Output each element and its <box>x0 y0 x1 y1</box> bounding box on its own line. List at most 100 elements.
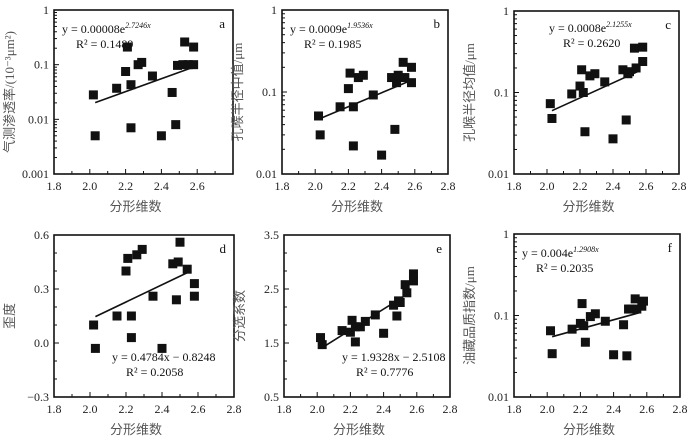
equation-base: y = 0.0008e <box>549 21 606 35</box>
data-point <box>609 350 619 360</box>
data-point <box>632 304 642 314</box>
data-point <box>112 311 122 321</box>
data-point <box>578 88 588 97</box>
panel-letter: c <box>665 17 671 32</box>
y-tick-label: 0.01 <box>488 167 509 181</box>
data-point <box>178 60 188 70</box>
fit-equation: y = 1.9328x − 2.5108 <box>342 350 446 364</box>
equation-exponent: 1.9536x <box>347 21 373 30</box>
x-tick-label: 2.2 <box>343 402 358 416</box>
data-point <box>395 298 405 307</box>
r-squared: R² = 0.1985 <box>304 37 361 51</box>
data-point <box>88 90 98 100</box>
data-point <box>547 113 557 123</box>
equation-base: y = 0.4784x − 0.8248 <box>112 350 216 364</box>
x-tick-label: 2.8 <box>673 402 688 416</box>
fit-equation: y = 0.0008e2.1255x <box>549 20 632 35</box>
data-point <box>377 150 387 160</box>
x-tick-label: 2.2 <box>118 179 133 193</box>
data-point <box>167 87 177 97</box>
data-point <box>625 67 634 77</box>
data-point <box>122 42 132 52</box>
data-point <box>345 68 355 78</box>
data-point <box>317 340 327 350</box>
panel-f: 1.8 2.0 2.2 2.4 2.6 2.8 0.01 0.1 1 分形维数 油藏品质指数/μm f… <box>462 227 688 437</box>
equation-base: y = 0.00008e <box>62 22 125 36</box>
trend-line <box>94 67 191 104</box>
panel-b: 1.8 2.0 2.2 2.4 2.6 2.8 0.01 0.1 1 分形维数 孔喉半径中值/μm b… <box>230 3 456 214</box>
x-tick-label: 2.6 <box>407 179 422 193</box>
data-point <box>585 71 595 81</box>
data-point <box>189 291 199 301</box>
y-axis-label: 歪度 <box>2 303 17 329</box>
x-tick-label: 2.4 <box>374 179 389 193</box>
data-point <box>168 259 178 269</box>
x-tick-label: 2.6 <box>639 402 654 416</box>
x-tick-label: 2.4 <box>606 179 621 193</box>
data-point <box>348 102 358 112</box>
x-tick-label: 2.8 <box>227 402 242 416</box>
x-tick-label: 2.2 <box>119 402 134 416</box>
data-point <box>600 77 610 87</box>
data-point <box>392 78 402 88</box>
data-point <box>406 62 416 72</box>
data-point <box>358 70 368 80</box>
x-tick-label: 2.4 <box>376 402 391 416</box>
r-squared: R² = 0.1489 <box>76 37 133 51</box>
data-point <box>180 37 190 47</box>
data-point <box>389 300 399 310</box>
x-tick-label: 2.4 <box>154 179 169 193</box>
data-point <box>398 57 408 67</box>
y-tick-label: 0.1 <box>494 309 509 323</box>
data-point <box>608 134 618 144</box>
data-point <box>546 326 556 336</box>
data-point <box>147 71 157 81</box>
y-axis-label: 分选系数 <box>232 290 247 342</box>
data-point <box>577 65 587 75</box>
data-point <box>408 269 418 279</box>
data-point <box>189 60 199 70</box>
r-squared: R² = 0.7776 <box>356 365 413 379</box>
x-tick-label: 1.8 <box>507 402 522 416</box>
panel-a: 1.8 2.0 2.2 2.4 2.6 0.001 0.01 0.1 1 分形维数 气测渗透率/(1… <box>2 3 234 214</box>
data-point <box>337 326 347 336</box>
data-point <box>175 237 185 247</box>
data-point <box>126 333 136 343</box>
data-point <box>585 312 595 322</box>
y-tick-label: 0.01 <box>28 112 49 126</box>
data-point <box>408 276 418 286</box>
r-squared: R² = 0.2035 <box>536 261 593 275</box>
data-point <box>121 66 131 76</box>
data-point <box>638 57 648 67</box>
y-tick-label: 1 <box>271 3 277 17</box>
data-point <box>392 311 402 321</box>
data-point <box>622 351 632 361</box>
x-axis-label: 分形维数 <box>563 422 615 437</box>
fit-equation: y = 0.004e1.2908x <box>522 245 599 260</box>
data-point <box>90 343 100 353</box>
data-point <box>335 102 345 112</box>
data-point <box>638 42 648 52</box>
trend-line <box>551 311 641 338</box>
panel-d: 1.8 2.0 2.2 2.4 2.6 2.8 −0.3 0.0 0.3 0.6 分形维数 歪度 d y … <box>2 228 242 437</box>
data-point <box>348 141 358 151</box>
x-tick-label: 2.2 <box>341 179 356 193</box>
data-point <box>183 60 193 70</box>
data-point <box>590 69 600 79</box>
data-point <box>600 316 610 326</box>
panel-letter: e <box>436 241 442 256</box>
r-squared: R² = 0.2620 <box>563 36 620 50</box>
data-point <box>156 131 166 141</box>
data-point <box>126 123 136 133</box>
data-point <box>618 65 628 75</box>
y-tick-label: 3.5 <box>264 228 279 242</box>
data-point <box>182 264 192 274</box>
x-tick-label: 2.6 <box>190 179 205 193</box>
x-tick-label: 2.0 <box>310 402 325 416</box>
data-point <box>137 244 147 254</box>
data-point <box>121 266 131 276</box>
data-point <box>580 337 590 347</box>
data-point <box>350 322 360 332</box>
x-tick-label: 2.8 <box>441 179 456 193</box>
